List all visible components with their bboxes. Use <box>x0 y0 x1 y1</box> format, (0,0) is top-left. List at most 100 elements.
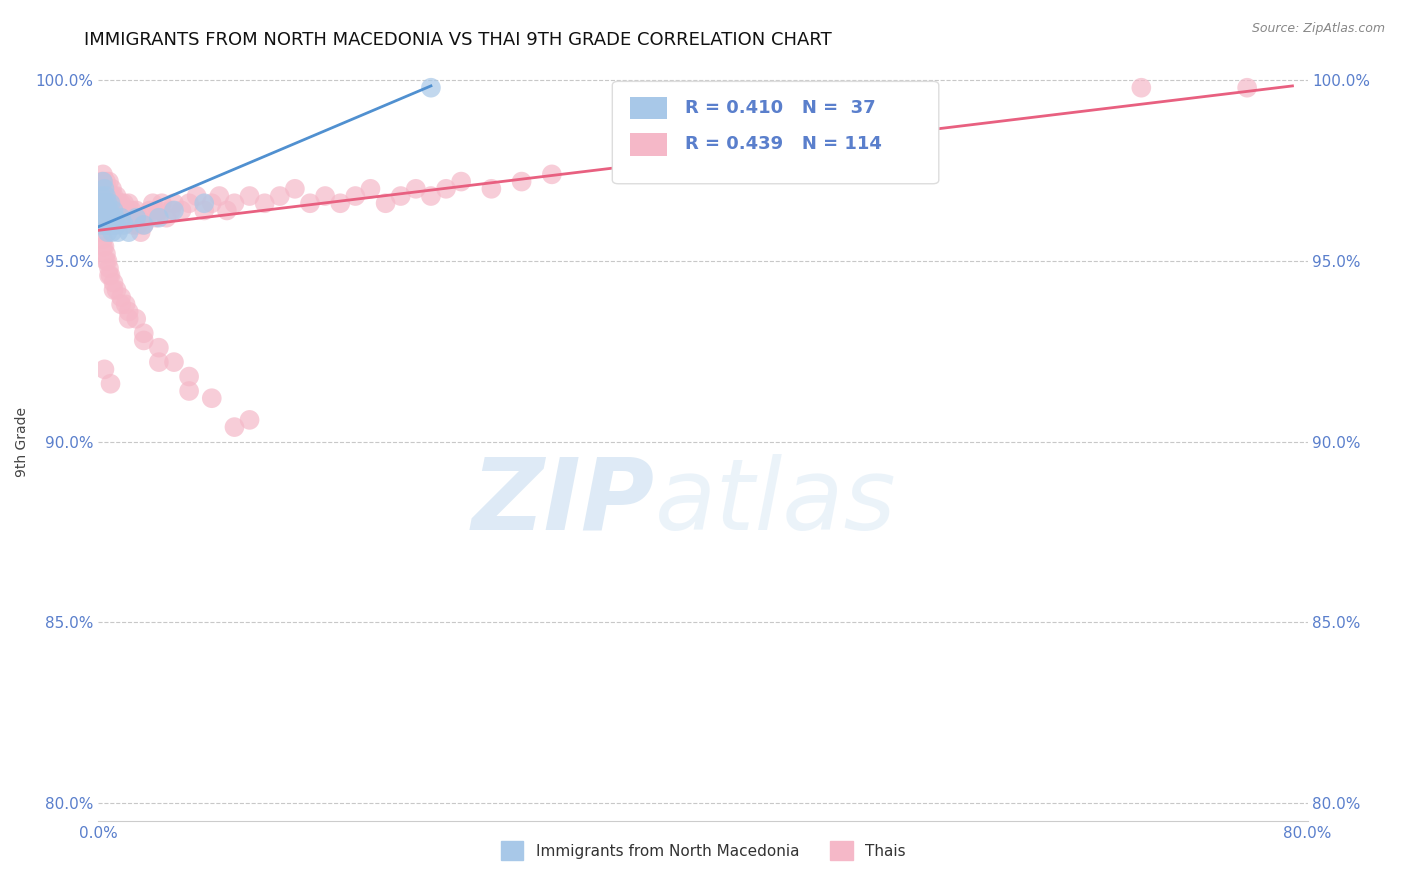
Point <box>91 182 114 196</box>
Point <box>114 297 136 311</box>
Point <box>89 211 111 225</box>
Point <box>101 211 124 225</box>
Point <box>269 189 291 203</box>
Point <box>91 175 114 189</box>
Point <box>105 218 128 232</box>
Point <box>148 203 170 218</box>
Point <box>104 211 127 225</box>
Point <box>107 196 129 211</box>
Point <box>96 211 118 225</box>
Point <box>112 218 135 232</box>
Point <box>186 189 208 203</box>
Point <box>89 196 111 211</box>
Point <box>90 189 112 203</box>
Point <box>105 283 128 297</box>
Point <box>94 189 117 203</box>
Point <box>155 211 177 225</box>
Point <box>94 189 117 203</box>
Point <box>329 196 352 211</box>
Point <box>98 203 121 218</box>
Point <box>101 225 124 239</box>
Point <box>110 211 132 225</box>
Point <box>125 311 148 326</box>
Point <box>193 203 215 218</box>
Point <box>299 196 322 211</box>
Point <box>110 196 132 211</box>
Point <box>89 196 111 211</box>
Point <box>90 175 112 189</box>
Point <box>239 413 262 427</box>
Text: Source: ZipAtlas.com: Source: ZipAtlas.com <box>1251 22 1385 36</box>
Point <box>179 384 201 398</box>
Point <box>94 247 117 261</box>
Point <box>160 203 183 218</box>
Point <box>540 167 562 181</box>
Point <box>100 376 122 391</box>
Point <box>100 218 122 232</box>
Point <box>118 311 141 326</box>
Y-axis label: 9th Grade: 9th Grade <box>14 407 28 476</box>
Point <box>93 196 115 211</box>
Point <box>96 182 118 196</box>
Point <box>96 196 118 211</box>
Point <box>163 203 186 218</box>
Text: atlas: atlas <box>655 454 896 550</box>
Text: ZIP: ZIP <box>471 454 655 550</box>
Point <box>94 254 117 268</box>
Point <box>101 182 124 196</box>
Point <box>96 254 118 268</box>
Point <box>405 182 427 196</box>
Point <box>110 211 132 225</box>
Point <box>94 203 117 218</box>
Point <box>132 334 155 348</box>
Point <box>100 196 122 211</box>
Point <box>128 211 150 225</box>
FancyBboxPatch shape <box>630 133 666 156</box>
Point <box>374 196 396 211</box>
Point <box>344 189 367 203</box>
Point <box>132 326 155 341</box>
Point <box>179 196 201 211</box>
Point <box>90 189 112 203</box>
Point <box>103 189 125 203</box>
FancyBboxPatch shape <box>630 96 666 120</box>
Point <box>90 203 112 218</box>
Point <box>450 175 472 189</box>
Point <box>103 276 125 290</box>
Point <box>148 211 170 225</box>
Point <box>90 218 112 232</box>
Point <box>139 203 162 218</box>
Point <box>145 211 167 225</box>
Point <box>163 355 186 369</box>
Point <box>135 211 157 225</box>
Point <box>103 203 125 218</box>
Point <box>420 80 443 95</box>
Point <box>94 218 117 232</box>
Point <box>179 369 201 384</box>
Point <box>118 196 141 211</box>
Point <box>104 196 127 211</box>
Point <box>360 182 382 196</box>
Point <box>253 196 276 211</box>
Point <box>103 283 125 297</box>
Point <box>110 290 132 304</box>
Point <box>93 239 115 253</box>
Point <box>132 218 155 232</box>
Point <box>98 218 121 232</box>
Point <box>103 203 125 218</box>
Point <box>91 196 114 211</box>
Point <box>90 225 112 239</box>
Point <box>193 196 215 211</box>
Point <box>201 196 224 211</box>
Point <box>132 218 155 232</box>
Point <box>91 239 114 253</box>
Point <box>148 341 170 355</box>
Point <box>121 203 143 218</box>
Point <box>107 225 129 239</box>
Point <box>89 182 111 196</box>
Point <box>98 261 121 276</box>
Legend: Immigrants from North Macedonia, Thais: Immigrants from North Macedonia, Thais <box>495 835 911 866</box>
Point <box>98 203 121 218</box>
Point <box>94 175 117 189</box>
Point <box>93 196 115 211</box>
